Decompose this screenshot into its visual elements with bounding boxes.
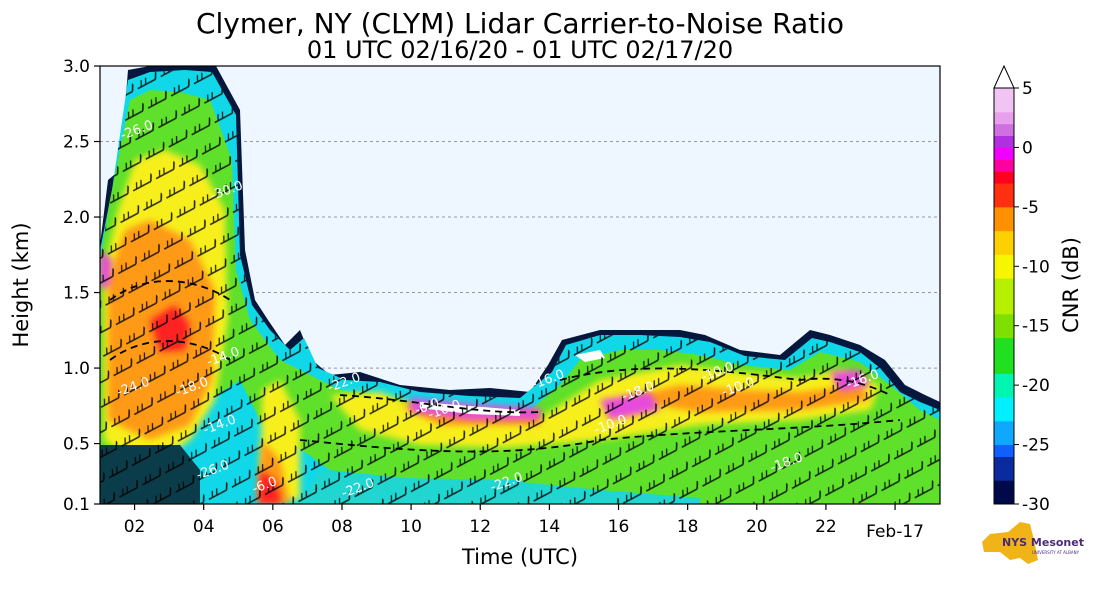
cnr-field (100, 66, 940, 504)
colorbar-label: CNR (dB) (1059, 237, 1083, 333)
colorbar-segment (994, 373, 1014, 386)
x-tick-label: 06 (262, 517, 284, 537)
y-axis-label: Height (km) (9, 222, 33, 347)
y-tick-label: 3.0 (63, 57, 90, 77)
colorbar-segment (994, 397, 1014, 410)
x-tick-label: 18 (677, 517, 699, 537)
colorbar-segment (994, 444, 1014, 457)
y-axis: 0.1 0.5 1.0 1.5 2.0 2.5 3.0 (63, 57, 100, 515)
colorbar-segment (994, 278, 1014, 291)
colorbar-segment (994, 456, 1014, 469)
colorbar-segment (994, 313, 1014, 327)
y-tick-label: 0.5 (63, 435, 90, 455)
colorbar-tick-label: 5 (1022, 79, 1033, 99)
colorbar-segment (994, 408, 1014, 422)
x-axis-label: Time (UTC) (461, 545, 578, 569)
colorbar-segment (994, 301, 1014, 315)
nys-mesonet-logo: NYS Mesonet UNIVERSITY AT ALBANY (982, 522, 1084, 564)
colorbar-segment (994, 480, 1014, 493)
chart-title: Clymer, NY (CLYM) Lidar Carrier-to-Noise… (196, 7, 844, 40)
colorbar-tick-label: -15 (1022, 317, 1050, 337)
plot-frame (99, 65, 941, 505)
colorbar-segment (994, 420, 1014, 434)
x-tick-label: 02 (124, 517, 146, 537)
colorbar-tick-label: -30 (1022, 495, 1050, 515)
x-tick-label: 14 (539, 517, 561, 537)
x-tick-label: 16 (608, 517, 630, 537)
x-tick-label: Feb-17 (866, 522, 924, 542)
colorbar-segment (994, 123, 1014, 137)
colorbar-segment (994, 183, 1014, 196)
y-tick-label: 0.1 (63, 495, 90, 515)
colorbar-segment (994, 385, 1014, 398)
colorbar-tick-label: -5 (1022, 198, 1039, 218)
colorbar-segment (994, 99, 1014, 113)
colorbar-tick-label: 0 (1022, 138, 1033, 158)
colorbar-segment (994, 492, 1014, 505)
colorbar-extend-arrow (993, 64, 1015, 89)
colorbar-tick-label: -25 (1022, 436, 1050, 456)
contour-lines (109, 280, 901, 453)
colorbar-segment (994, 468, 1014, 481)
colorbar-segment (994, 147, 1014, 160)
colorbar-segment (994, 325, 1014, 339)
colorbar-segment (994, 230, 1014, 244)
colorbar-segment (994, 206, 1014, 220)
colorbar-segment (994, 194, 1014, 208)
y-tick-label: 2.0 (63, 208, 90, 228)
y-tick-label: 2.5 (63, 133, 90, 153)
colorbar-segment (994, 88, 1014, 101)
x-tick-label: 10 (400, 517, 422, 537)
ny-state-shape-icon (982, 522, 1038, 564)
chart-subtitle: 01 UTC 02/16/20 - 01 UTC 02/17/20 (307, 36, 733, 64)
colorbar-tick-label: -10 (1022, 257, 1050, 277)
y-tick-label: 1.0 (63, 359, 90, 379)
x-tick-label: 04 (193, 517, 215, 537)
colorbar-segment (994, 242, 1014, 255)
x-tick-label: 12 (469, 517, 491, 537)
x-tick-label: 08 (331, 517, 353, 537)
colorbar-segment (994, 349, 1014, 362)
colorbar-segment (994, 159, 1014, 172)
x-axis: 02 04 06 08 10 12 14 16 18 20 22 Feb-17 (124, 504, 924, 542)
colorbar-segment (994, 361, 1014, 374)
colorbar-segment (994, 135, 1014, 148)
colorbar-tick-label: -20 (1022, 376, 1050, 396)
colorbar: 5 0 -5 -10 -15 -20 -25 -30 (993, 64, 1050, 515)
x-tick-label: 22 (815, 517, 837, 537)
colorbar-segment (994, 432, 1014, 446)
colorbar-segment (994, 337, 1014, 350)
colorbar-segment (994, 290, 1014, 303)
logo-subtext: UNIVERSITY AT ALBANY (1032, 550, 1080, 555)
wind-barbs (100, 70, 940, 504)
colorbar-segment (994, 266, 1014, 279)
colorbar-segment (994, 218, 1014, 232)
logo-text: NYS Mesonet (1002, 536, 1084, 549)
x-tick-label: 20 (746, 517, 768, 537)
colorbar-segment (994, 171, 1014, 184)
colorbar-segment (994, 111, 1014, 125)
colorbar-segment (994, 254, 1014, 267)
y-tick-label: 1.5 (63, 284, 90, 304)
colorbar-frame (993, 87, 1015, 505)
